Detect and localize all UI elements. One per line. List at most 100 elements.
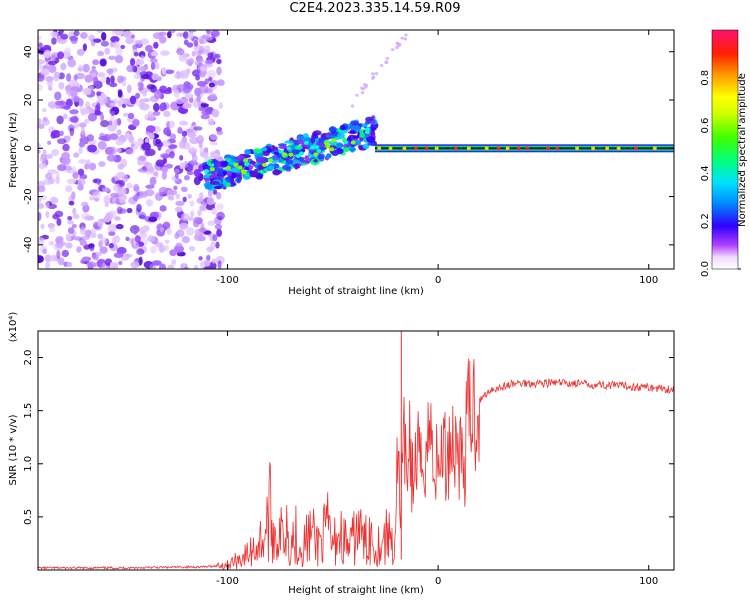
noise-blob: [73, 30, 80, 37]
streak-blob: [385, 56, 390, 60]
noise-blob: [38, 142, 41, 150]
noise-blob: [109, 102, 116, 107]
noise-blob: [116, 147, 122, 153]
trace-peak: [241, 170, 247, 175]
spectrogram-frame: [37, 29, 675, 270]
noise-blob: [199, 65, 206, 72]
noise-blob: [40, 71, 48, 76]
noise-blob: [125, 37, 134, 45]
top-y-axis-label: Frequency (Hz): [8, 112, 19, 188]
noise-blob: [98, 161, 106, 168]
noise-blob: [87, 144, 97, 153]
noise-blob: [47, 60, 58, 66]
noise-blob: [184, 93, 194, 99]
steady-line-core: [375, 147, 674, 150]
noise-blob: [168, 196, 175, 201]
noise-blob: [182, 196, 187, 203]
noise-blob: [216, 130, 224, 136]
noise-blob: [38, 196, 42, 203]
noise-blob: [124, 132, 131, 139]
trace-peak: [324, 141, 330, 146]
noise-blob: [47, 80, 53, 88]
noise-blob: [142, 98, 150, 103]
noise-blob: [63, 113, 68, 120]
noise-blob: [69, 109, 79, 115]
bottom-y-tick-label: 1.0: [23, 456, 34, 472]
noise-blob: [48, 86, 53, 91]
noise-blob: [150, 246, 157, 254]
steady-peak: [466, 146, 471, 151]
steady-peak: [434, 146, 439, 151]
noise-blob: [210, 141, 218, 146]
streak-blob: [360, 86, 364, 90]
noise-blob: [91, 65, 96, 71]
spectrogram-marks: [38, 30, 674, 269]
noise-blob: [70, 36, 78, 45]
noise-blob: [132, 119, 140, 127]
noise-blob: [97, 233, 103, 240]
noise-blob: [198, 106, 208, 112]
trace-blob: [209, 180, 220, 185]
noise-blob: [38, 149, 41, 154]
trace-blob: [277, 153, 284, 159]
noise-blob: [110, 36, 120, 43]
noise-blob: [183, 175, 190, 181]
noise-blob: [54, 210, 64, 218]
noise-blob: [136, 160, 145, 166]
top-x-tick-label: 0: [435, 275, 441, 286]
noise-blob: [132, 45, 138, 54]
noise-blob: [140, 74, 150, 80]
noise-blob: [106, 154, 117, 162]
noise-blob: [179, 155, 184, 161]
trace-blob: [249, 171, 259, 178]
top-y-tick-label: 0: [23, 145, 34, 151]
noise-blob: [96, 178, 101, 186]
noise-blob: [135, 92, 140, 99]
noise-blob: [48, 65, 57, 73]
noise-blob: [90, 72, 97, 78]
noise-blob: [211, 258, 217, 264]
noise-blob: [56, 250, 61, 259]
noise-blob: [105, 76, 111, 85]
noise-blob: [82, 87, 92, 96]
noise-blob: [91, 253, 99, 261]
noise-blob: [203, 266, 214, 269]
noise-blob: [64, 47, 71, 56]
noise-blob: [68, 79, 78, 86]
spectrogram-plot: -100 0 100 -40 -20 0 20 40 Height of straight l…: [8, 29, 675, 297]
noise-blob: [57, 164, 67, 172]
noise-blob: [216, 58, 222, 65]
noise-blob: [113, 252, 124, 258]
noise-blob: [48, 240, 55, 246]
noise-blob: [76, 246, 82, 253]
noise-blob: [201, 110, 212, 116]
top-y-tick-label: 20: [23, 94, 34, 107]
snr-marks: [38, 331, 674, 570]
noise-blob: [55, 237, 63, 244]
noise-blob: [78, 146, 83, 154]
noise-blob: [118, 260, 123, 266]
noise-blob: [106, 68, 114, 74]
noise-blob: [66, 135, 71, 141]
noise-blob: [42, 149, 47, 156]
noise-blob: [78, 159, 88, 164]
noise-blob: [175, 200, 185, 206]
noise-blob: [55, 171, 60, 180]
noise-blob: [215, 241, 220, 249]
trace-blob: [367, 141, 376, 146]
noise-blob: [71, 166, 77, 174]
noise-blob: [116, 206, 123, 215]
noise-blob: [84, 163, 90, 170]
noise-blob: [207, 220, 216, 226]
trace-blob: [204, 183, 213, 190]
noise-blob: [75, 72, 85, 80]
streak-blob: [374, 72, 379, 76]
noise-blob: [38, 162, 47, 170]
noise-blob: [109, 261, 115, 269]
noise-blob: [88, 112, 97, 122]
noise-blob: [92, 75, 99, 85]
noise-blob: [204, 78, 209, 85]
noise-blob: [175, 242, 183, 247]
noise-blob: [158, 186, 169, 195]
noise-blob: [60, 33, 69, 40]
